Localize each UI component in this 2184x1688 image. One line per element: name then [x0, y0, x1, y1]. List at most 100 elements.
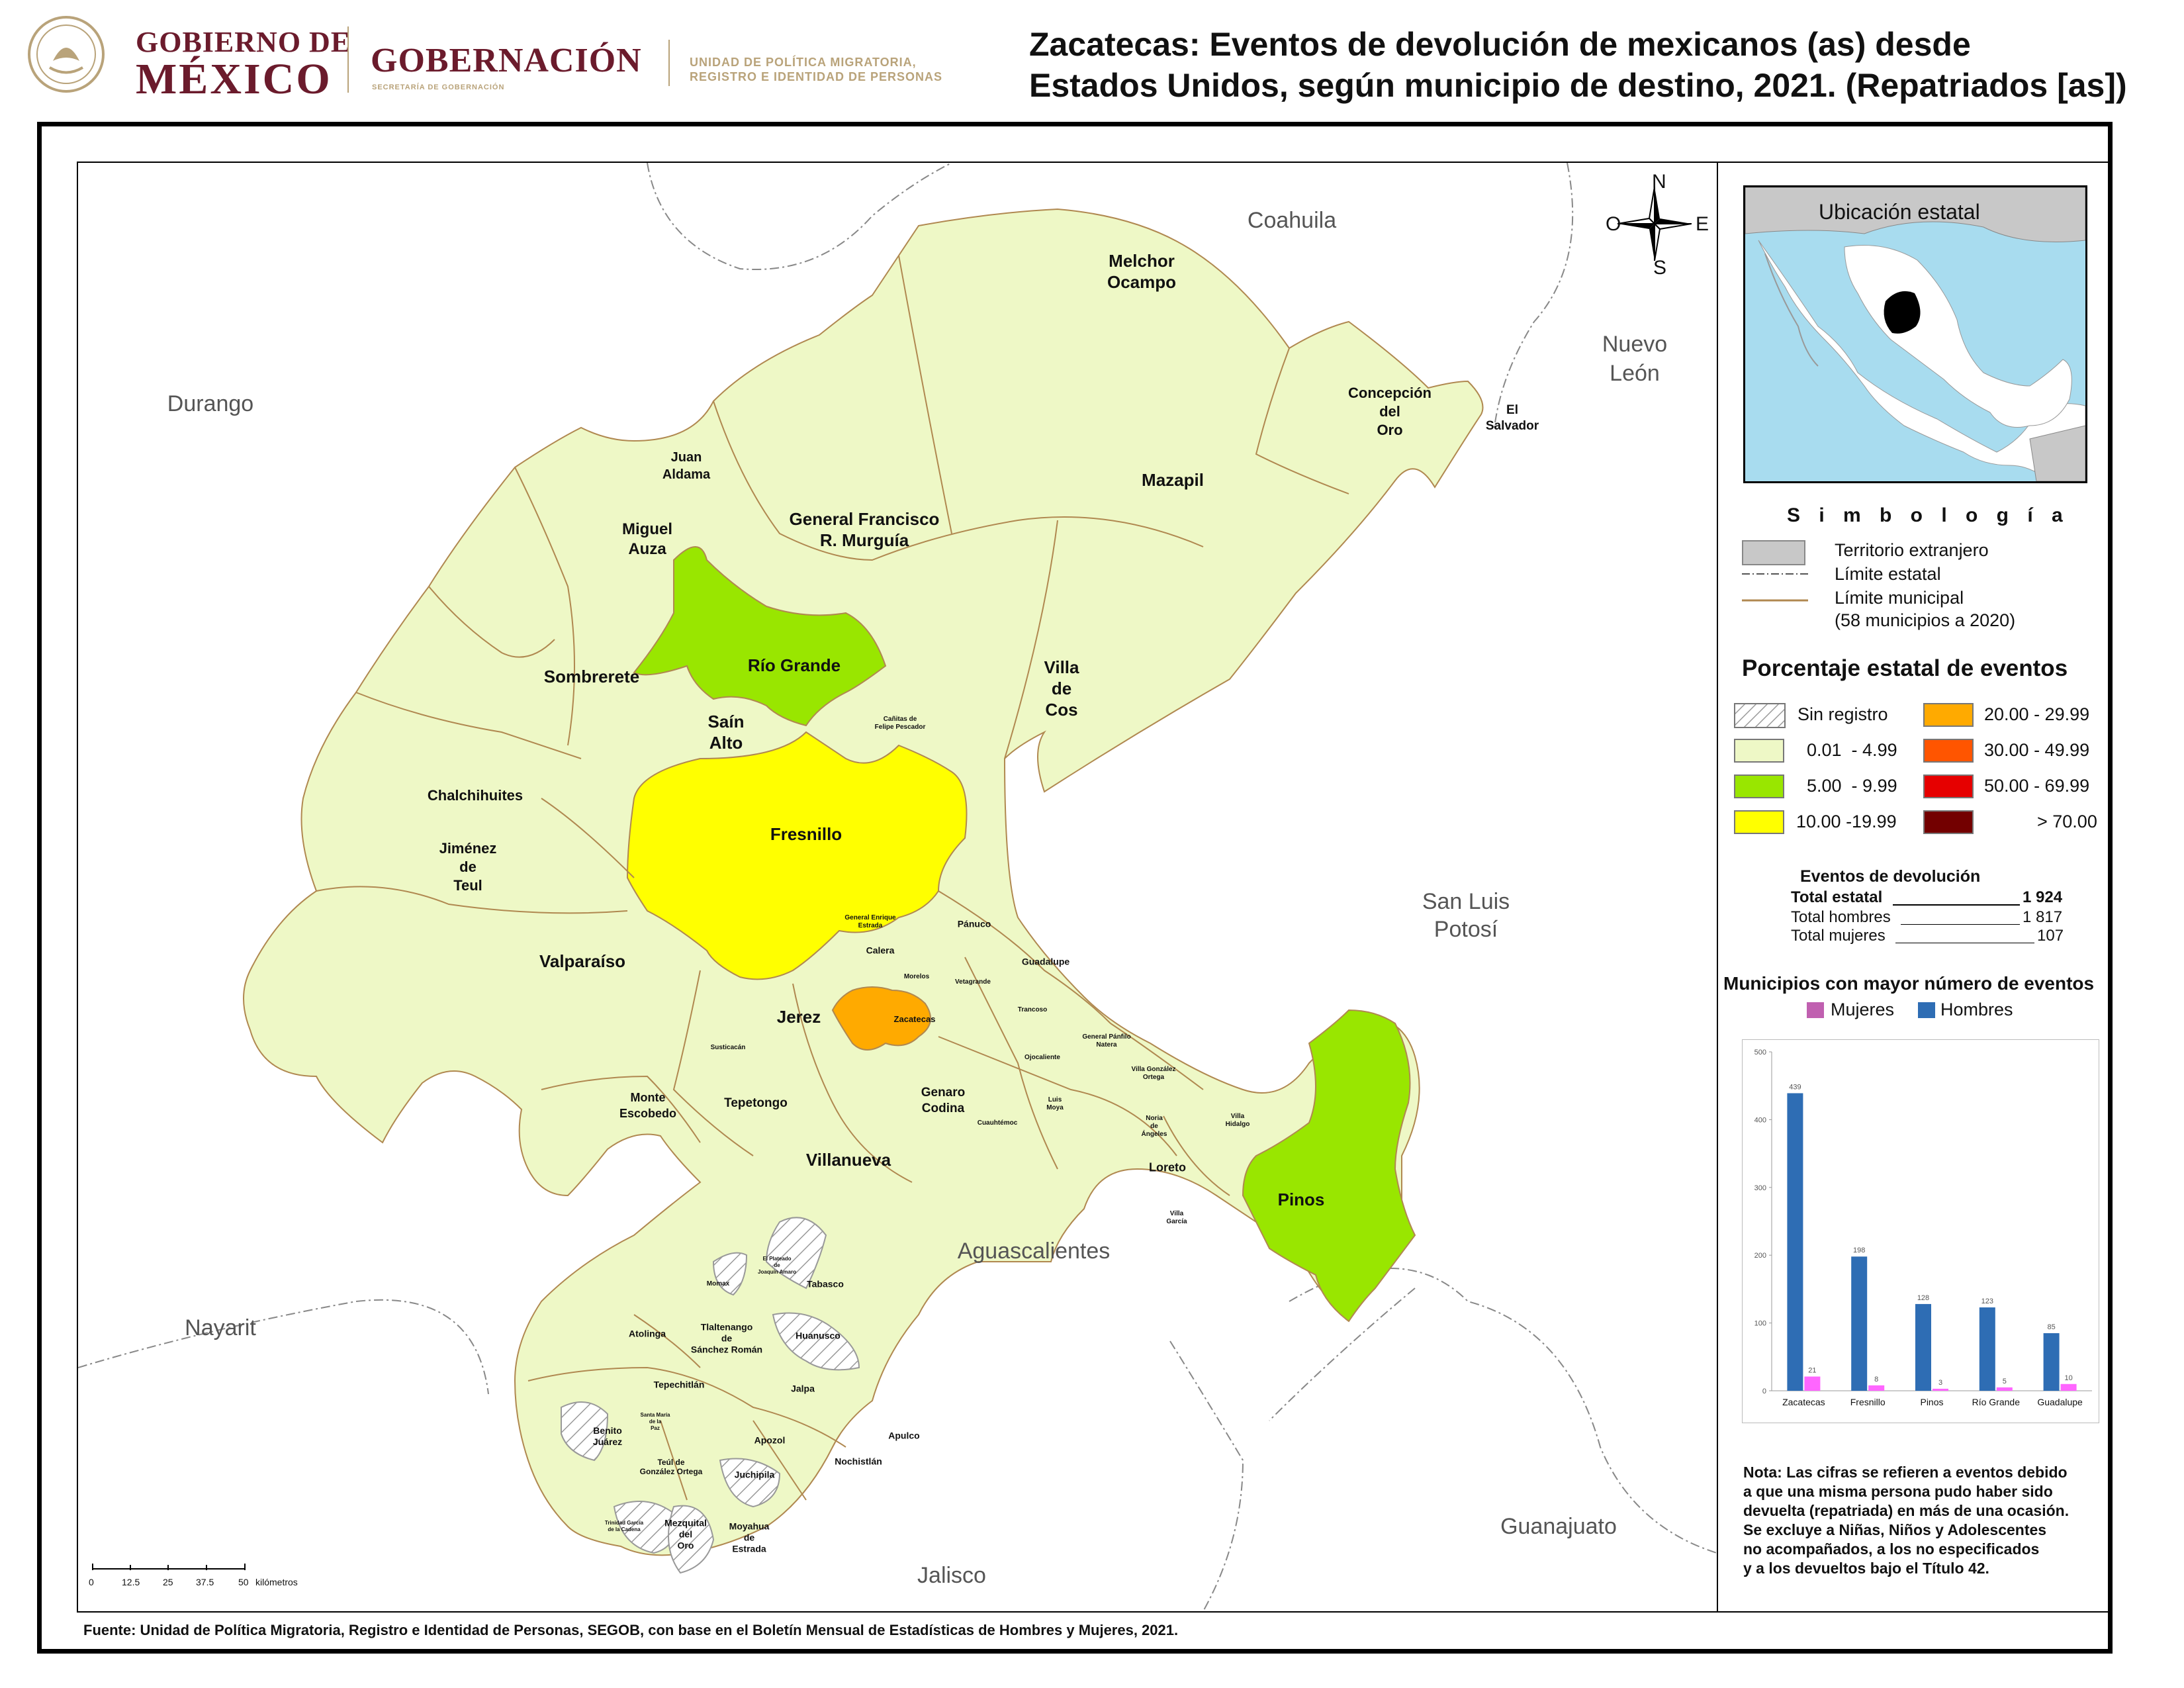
legend-label-20-30: 20.00 - 29.99 [1984, 704, 2090, 724]
chart-y-tick-label: 100 [1754, 1320, 1766, 1328]
mun-label-villa-hidalgo: Villa Hidalgo [1225, 1113, 1250, 1128]
chart-data-label-hombres: 123 [1981, 1297, 1993, 1305]
note-line-6: y a los devueltos bajo el Título 42. [1743, 1560, 1989, 1577]
upm-line2: REGISTRO E IDENTIDAD DE PERSONAS [690, 70, 943, 83]
mun-label-gral-panfilo-natera: General Pánfilo Natera [1082, 1033, 1131, 1049]
mun-label-momax: Momax [706, 1280, 730, 1288]
chart-data-label-mujeres: 3 [1938, 1379, 1942, 1387]
state-label-nuevo-leon-1: Nuevo [1602, 332, 1668, 357]
chart-bar-mujeres [1996, 1387, 2013, 1391]
mun-label-santa-maria: Santa María de la Paz [640, 1412, 670, 1431]
mun-label-rio-grande: Río Grande [747, 655, 841, 675]
mun-label-tepetongo: Tepetongo [724, 1096, 788, 1110]
upm-line1: UNIDAD DE POLÍTICA MIGRATORIA, [690, 56, 917, 69]
chart-data-label-mujeres: 10 [2064, 1374, 2072, 1382]
scale-tick-12-5: 12.5 [122, 1577, 140, 1587]
mun-label-el-salvador: El Salvador [1485, 403, 1539, 433]
side-panel-frame [1718, 162, 2113, 1613]
mezquital-hatched [668, 1505, 715, 1574]
note-line-3: devuelta (repatriada) en más de una ocas… [1743, 1502, 2070, 1519]
scale-tick-37-5: 37.5 [196, 1577, 214, 1587]
chart-legend-label-hombres: Hombres [1940, 1000, 2013, 1019]
legend-swatch-70-plus [1923, 810, 1974, 834]
mun-label-tlaltenango: Tlaltenango de Sánchez Román [690, 1321, 763, 1355]
zacatecas-map [78, 163, 1717, 1611]
gobierno-line1: GOBIERNO DE [136, 26, 351, 58]
chart-data-label-hombres: 128 [1917, 1294, 1929, 1302]
legend-label-sin-registro: Sin registro [1797, 704, 1888, 724]
outer-frame [37, 122, 2113, 1654]
chart-data-label-hombres: 85 [2047, 1323, 2055, 1331]
scale-tick-25: 25 [163, 1577, 173, 1587]
compass-n: N [1652, 171, 1666, 193]
header-divider [347, 26, 349, 93]
chart-bar-mujeres [1933, 1388, 1948, 1391]
mun-label-fresnillo: Fresnillo [770, 824, 842, 844]
chart-bar-mujeres [1868, 1385, 1885, 1391]
bar-chart-svg: 0 100 200 300 400 500 439 21 Zacatecas 198 8 Fresni… [1754, 1049, 2092, 1407]
chart-category-label: Fresnillo [1850, 1397, 1886, 1407]
chart-bar-hombres [1787, 1093, 1803, 1391]
total-hombres-label: Total hombres [1791, 908, 1891, 926]
mun-label-guadalupe: Guadalupe [1021, 956, 1070, 967]
legend-swatch-0-5 [1734, 739, 1784, 763]
legend-swatch-limite-estatal [1742, 573, 1808, 575]
map-title-line2: Estados Unidos, según municipio de desti… [1029, 67, 2127, 104]
header-divider-2 [668, 40, 670, 86]
gobernacion-logo-text: GOBERNACIÓN [371, 42, 642, 79]
legend-label-0-5: 0.01 - 4.99 [1807, 740, 1897, 760]
momax-hatched [712, 1252, 748, 1296]
chart-category-label: Guadalupe [2037, 1397, 2083, 1407]
jalisco-border-east [1169, 1340, 1244, 1611]
mun-label-sain-alto: Saín Alto [707, 712, 745, 753]
mun-label-morelos: Morelos [903, 973, 930, 980]
mun-label-jalpa: Jalpa [791, 1383, 815, 1394]
legend-label-limite-estatal: Límite estatal [1835, 564, 1941, 584]
compass-e: E [1696, 213, 1709, 235]
compass-o: O [1606, 213, 1621, 235]
legend-swatch-30-50 [1923, 739, 1974, 763]
mun-label-gral-murguia: General Francisco R. Murguía [789, 509, 940, 550]
chart-category-label: Zacatecas [1782, 1397, 1825, 1407]
chart-y-tick-label: 300 [1754, 1184, 1766, 1192]
chart-bar-hombres [1979, 1307, 1995, 1391]
zacatecas-shape [831, 986, 931, 1051]
chart-y-tick-label: 200 [1754, 1252, 1766, 1260]
mun-label-trancoso: Trancoso [1017, 1006, 1048, 1013]
gobernacion-subtitle: SECRETARÍA DE GOBERNACIÓN [372, 83, 505, 91]
inset-location-map [1743, 185, 2087, 483]
mun-label-benito-juarez: Benito Juárez [592, 1425, 623, 1447]
mun-label-apulco: Apulco [888, 1430, 920, 1441]
chart-bar-mujeres [1804, 1376, 1821, 1391]
nuevoleon-border [1494, 163, 1574, 428]
mun-label-moyahua: Moyahua de Estrada [729, 1521, 770, 1554]
state-label-guanajuato: Guanajuato [1500, 1514, 1617, 1539]
mun-label-apozol: Apozol [754, 1434, 786, 1446]
state-label-durango: Durango [167, 391, 254, 416]
mun-label-villanueva: Villanueva [805, 1150, 891, 1170]
total-hombres-leader [1901, 924, 2020, 925]
pct-legend-title: Porcentaje estatal de eventos [1742, 655, 2068, 681]
mexico-locator-map [1745, 187, 2085, 481]
chart-bar-mujeres [2060, 1383, 2077, 1391]
legend-swatch-5-10 [1734, 774, 1784, 798]
scale-tick-50: 50 [238, 1577, 249, 1587]
total-hombres-value: 1 817 [2023, 908, 2063, 926]
total-mujeres-label: Total mujeres [1791, 927, 1886, 945]
note-text: Nota: Las cifras se refieren a eventos d… [1743, 1463, 2101, 1578]
rio-grande-shape [633, 546, 887, 727]
mun-label-panuco: Pánuco [957, 918, 991, 929]
chart-data-label-mujeres: 21 [1808, 1366, 1816, 1374]
mun-label-villa-gonzalez-ortega: Villa González Ortega [1131, 1066, 1176, 1081]
coat-of-arms-emblem [28, 16, 105, 93]
mun-label-teul: Teúl de González Ortega [639, 1458, 703, 1476]
juchipila-hatched [719, 1458, 781, 1508]
chart-category-label: Pinos [1920, 1397, 1943, 1407]
chart-legend-swatch-mujeres [1807, 1002, 1824, 1018]
total-estatal-leader [1893, 904, 2020, 906]
chart-y-tick-label: 400 [1754, 1116, 1766, 1124]
chart-category-label: Río Grande [1972, 1397, 2021, 1407]
eventos-title: Eventos de devolución [1800, 867, 1981, 886]
note-line-5: no acompañados, a los no especificados [1743, 1540, 2040, 1558]
mun-label-tabasco: Tabasco [807, 1278, 844, 1289]
